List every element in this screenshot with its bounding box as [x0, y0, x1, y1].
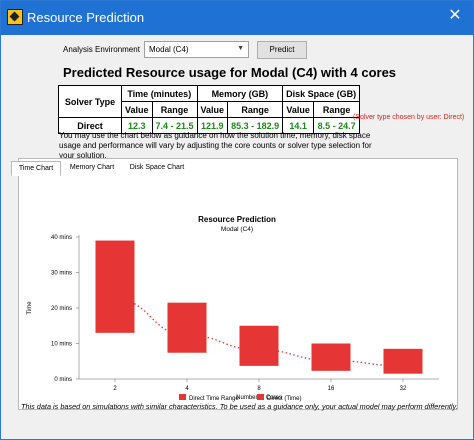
legend-swatch-range: [179, 394, 186, 400]
time-range-cell: 7.4 - 21.5: [151, 117, 198, 134]
y-tick-label: 40 mins: [51, 235, 72, 241]
chart-title: Resource Prediction: [198, 215, 276, 224]
page-title: Predicted Resource usage for Modal (C4) …: [63, 65, 397, 80]
window-title: Resource Prediction: [27, 10, 145, 25]
time-range-bar: [383, 348, 423, 374]
disk-range-cell: 8.5 - 24.7: [313, 117, 361, 134]
time-value-cell: 12.3: [121, 117, 153, 134]
direct-time-line: [114, 298, 404, 367]
table-row: Direct 12.3 7.4 - 21.5 121.9 85.3 - 182.…: [58, 117, 361, 134]
solver-note: (Solver type chosen by user: Direct): [353, 114, 465, 121]
x-tick-label: 32: [400, 386, 407, 392]
time-range-bar: [167, 302, 207, 353]
tab-time-chart[interactable]: Time Chart: [11, 161, 61, 176]
chart-subtitle: Modal (C4): [221, 226, 253, 233]
time-range-header: Range: [151, 101, 198, 118]
time-value-header: Value: [121, 101, 153, 118]
x-tick-label: 8: [257, 386, 261, 392]
disk-range-header: Range: [313, 101, 361, 118]
guidance-text: You may use the chart below as guidance …: [59, 131, 372, 160]
tab-disk-space-chart[interactable]: Disk Space Chart: [129, 164, 185, 171]
y-axis-label: Time: [27, 301, 33, 315]
time-range-bar: [239, 325, 279, 366]
prediction-table: Solver Type Time (minutes) Memory (GB) D…: [58, 85, 361, 134]
analysis-environment-label: Analysis Environment: [63, 45, 140, 54]
memory-value-cell: 121.9: [196, 117, 229, 134]
time-group-header: Time (minutes): [121, 85, 198, 102]
memory-value-header: Value: [196, 101, 229, 118]
dialog-content: Analysis Environment Modal (C4) ▼ Predic…: [1, 35, 473, 439]
x-tick-label: 16: [328, 386, 335, 392]
memory-group-header: Memory (GB): [196, 85, 284, 102]
disk-group-header: Disk Space (GB): [282, 85, 361, 102]
footer-note: This data is based on simulations with s…: [21, 402, 458, 411]
disk-value-header: Value: [282, 101, 315, 118]
predict-button[interactable]: Predict: [257, 41, 307, 59]
y-tick-label: 20 mins: [51, 306, 72, 312]
tab-memory-chart[interactable]: Memory Chart: [69, 164, 115, 171]
legend-swatch-time: [257, 394, 264, 400]
memory-range-header: Range: [227, 101, 284, 118]
disk-value-cell: 14.1: [282, 117, 315, 134]
y-tick-label: 30 mins: [51, 271, 72, 277]
time-range-bar: [311, 343, 351, 371]
y-tick-label: 10 mins: [51, 342, 72, 348]
legend-label-range: Direct Time Range: [189, 396, 239, 402]
x-tick-label: 2: [113, 386, 117, 392]
time-range-bar: [95, 240, 135, 333]
close-icon[interactable]: ✕: [448, 7, 462, 24]
x-tick-label: 4: [185, 386, 189, 392]
time-chart: Resource Prediction Modal (C4) 0 mins 10 mi…: [27, 215, 439, 402]
app-logo-icon: [7, 9, 23, 25]
solver-type-header: Solver Type: [58, 85, 122, 118]
legend-label-time: Direct (Time): [267, 396, 301, 402]
analysis-environment-select[interactable]: Modal (C4) ▼: [144, 41, 249, 58]
title-bar: Resource Prediction ✕: [1, 1, 473, 35]
chevron-down-icon: ▼: [237, 45, 244, 52]
y-tick-label: 0 mins: [54, 377, 72, 383]
memory-range-cell: 85.3 - 182.9: [227, 117, 284, 134]
solver-type-cell: Direct: [58, 117, 122, 134]
analysis-environment-value: Modal (C4): [149, 45, 189, 54]
